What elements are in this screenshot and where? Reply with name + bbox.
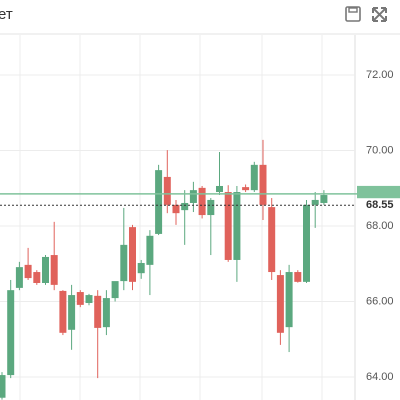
candle-body <box>59 290 67 333</box>
candle-body <box>268 207 276 273</box>
y-tick-label: 64.00 <box>366 371 394 383</box>
save-icon-frame <box>345 6 361 22</box>
candle-body <box>111 281 119 299</box>
price-line-tag <box>357 185 400 200</box>
candle-body <box>259 164 267 205</box>
candle-body <box>7 290 15 376</box>
y-tick-label: 70.00 <box>366 144 394 156</box>
candle-body <box>146 235 154 265</box>
candle-body <box>311 199 319 205</box>
save-icon-slot <box>348 7 358 13</box>
candle-body <box>24 264 32 279</box>
candle-body <box>181 202 189 211</box>
candle-body <box>172 204 180 214</box>
candle-body <box>276 275 284 333</box>
chart-title: ет <box>0 6 13 23</box>
candle-body <box>224 192 232 260</box>
current-price-label: 68.55 <box>366 199 394 211</box>
candle-body <box>242 187 250 191</box>
candle-body <box>85 295 93 303</box>
candle-body <box>50 255 58 285</box>
candle-body <box>68 295 76 330</box>
candle-body <box>33 272 41 283</box>
candle-body <box>320 195 328 203</box>
candle-body <box>207 199 215 216</box>
candle-body <box>189 190 197 203</box>
candle-body <box>250 164 258 191</box>
y-tick-label: 72.00 <box>366 69 394 81</box>
candle-body <box>102 298 110 328</box>
candle-body <box>137 262 145 274</box>
y-tick-label: 68.00 <box>366 220 394 232</box>
candle-body <box>15 267 23 288</box>
header <box>0 0 400 34</box>
candle-body <box>198 187 206 216</box>
y-tick-label: 66.00 <box>366 295 394 307</box>
candle-body <box>76 292 84 305</box>
candle-body <box>216 185 223 193</box>
candle-body <box>42 256 49 283</box>
vertical-grid <box>19 35 323 400</box>
candle-body <box>285 272 293 328</box>
candle-body <box>163 176 171 205</box>
expand-icon-path <box>372 7 387 22</box>
candle-body <box>233 192 241 260</box>
candle-body <box>294 272 302 282</box>
candle-body <box>303 204 310 282</box>
candle-body <box>129 227 136 282</box>
candle-body <box>0 375 6 398</box>
expand-icon[interactable] <box>372 7 387 22</box>
save-icon[interactable] <box>345 6 361 22</box>
candle-body <box>94 295 102 328</box>
candle-body <box>155 170 163 234</box>
candle-body <box>120 244 128 282</box>
current-price-tag <box>357 198 400 213</box>
